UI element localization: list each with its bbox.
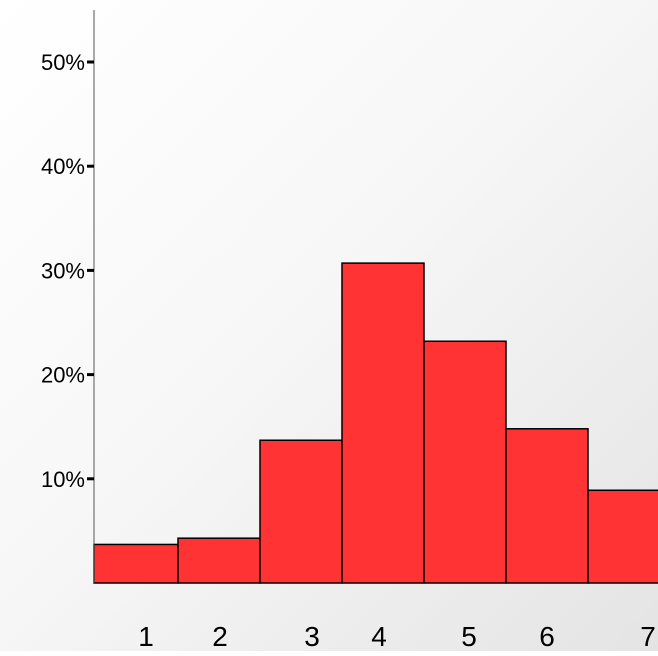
bar-5 xyxy=(423,340,507,584)
x-labels-layer: 1 2 3 4 5 6 7 xyxy=(138,621,656,652)
y-tick-label: 20% xyxy=(41,363,85,388)
x-tick-label: 4 xyxy=(371,621,387,651)
y-tick-label: 30% xyxy=(41,258,85,283)
bar-4 xyxy=(341,262,425,584)
y-tick-label: 40% xyxy=(41,154,85,179)
bar-6 xyxy=(505,428,589,584)
bar-7 xyxy=(587,489,658,584)
bar-1 xyxy=(93,543,179,584)
x-tick-label: 3 xyxy=(304,621,320,651)
x-tick-label: 6 xyxy=(539,621,555,651)
y-ticks-layer: 10% 20% 30% 40% 50% xyxy=(41,50,94,492)
bar-3 xyxy=(259,439,343,584)
x-tick-label: 2 xyxy=(212,621,228,651)
x-tick-label: 1 xyxy=(138,621,154,651)
bar-2 xyxy=(177,537,261,584)
y-tick-label: 50% xyxy=(41,50,85,75)
y-tick-label: 10% xyxy=(41,467,85,492)
bars-layer xyxy=(93,262,658,584)
x-tick-label: 7 xyxy=(640,621,656,651)
x-tick-label: 5 xyxy=(461,621,477,651)
